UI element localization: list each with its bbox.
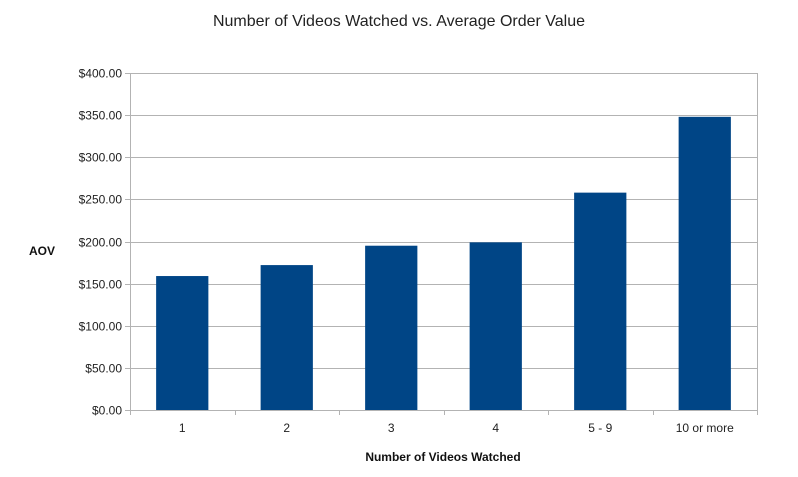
y-tick-label: $250.00 — [79, 193, 123, 207]
y-tick-label: $400.00 — [79, 67, 123, 81]
y-tick-label: $350.00 — [79, 109, 123, 123]
y-gridlines — [125, 73, 757, 411]
bar — [260, 265, 313, 410]
x-tick-label: 1 — [179, 421, 186, 435]
bar — [365, 245, 418, 410]
x-tick-labels: 1 2 3 4 5 - 9 10 or more — [179, 421, 734, 435]
axes — [130, 73, 758, 415]
x-axis-title: Number of Videos Watched — [365, 450, 520, 464]
x-tick-label: 2 — [283, 421, 290, 435]
bars — [156, 116, 731, 410]
y-axis-title: AOV — [29, 244, 55, 258]
y-tick-label: $300.00 — [79, 151, 123, 165]
y-tick-labels: $0.00 $50.00 $100.00 $150.00 $200.00 $250.00 $… — [79, 67, 123, 418]
y-tick-label: $0.00 — [92, 404, 122, 418]
y-tick-label: $200.00 — [79, 236, 123, 250]
x-tick-label: 5 - 9 — [588, 421, 612, 435]
x-tick-label: 3 — [388, 421, 395, 435]
bar — [469, 242, 522, 410]
bar — [574, 192, 627, 410]
x-tick-label: 10 or more — [676, 421, 734, 435]
bar — [156, 276, 209, 410]
y-tick-label: $150.00 — [79, 278, 123, 292]
y-tick-label: $50.00 — [85, 362, 122, 376]
bar — [678, 116, 731, 410]
x-tick-label: 4 — [492, 421, 499, 435]
y-tick-label: $100.00 — [79, 320, 123, 334]
chart-title: Number of Videos Watched vs. Average Ord… — [213, 13, 585, 30]
